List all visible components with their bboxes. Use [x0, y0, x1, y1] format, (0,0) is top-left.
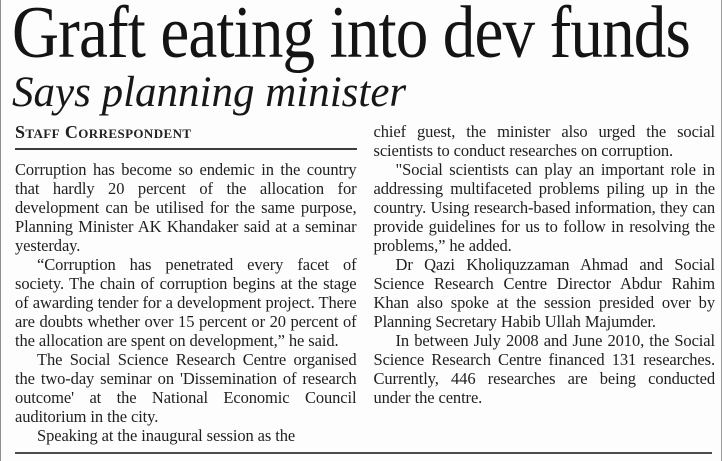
paragraph: "Social scientists can play an important… — [373, 160, 716, 255]
article-column-left: Staff Correspondent Corruption has becom… — [15, 122, 357, 445]
paragraph: Speaking at the inaugural session as the — [37, 426, 296, 445]
paragraph: Dr Qazi Kholiquzzaman Ahmad and Social S… — [373, 255, 716, 331]
article-body: Staff Correspondent Corruption has becom… — [15, 122, 715, 445]
paragraph: In between July 2008 and June 2010, the … — [373, 331, 716, 407]
headline: Graft eating into dev funds — [12, 0, 691, 74]
paragraph: Corruption has become so endemic in the … — [15, 160, 357, 255]
bottom-rule — [15, 452, 712, 454]
paragraph: “Corruption has penetrated every facet o… — [15, 255, 357, 350]
paragraph: chief guest, the minister also urged the… — [373, 122, 716, 160]
byline: Staff Correspondent — [15, 122, 357, 150]
subheadline: Says planning minister — [12, 69, 407, 116]
paragraph: The Social Science Research Centre organ… — [15, 350, 357, 426]
article-column-right: chief guest, the minister also urged the… — [374, 122, 716, 445]
